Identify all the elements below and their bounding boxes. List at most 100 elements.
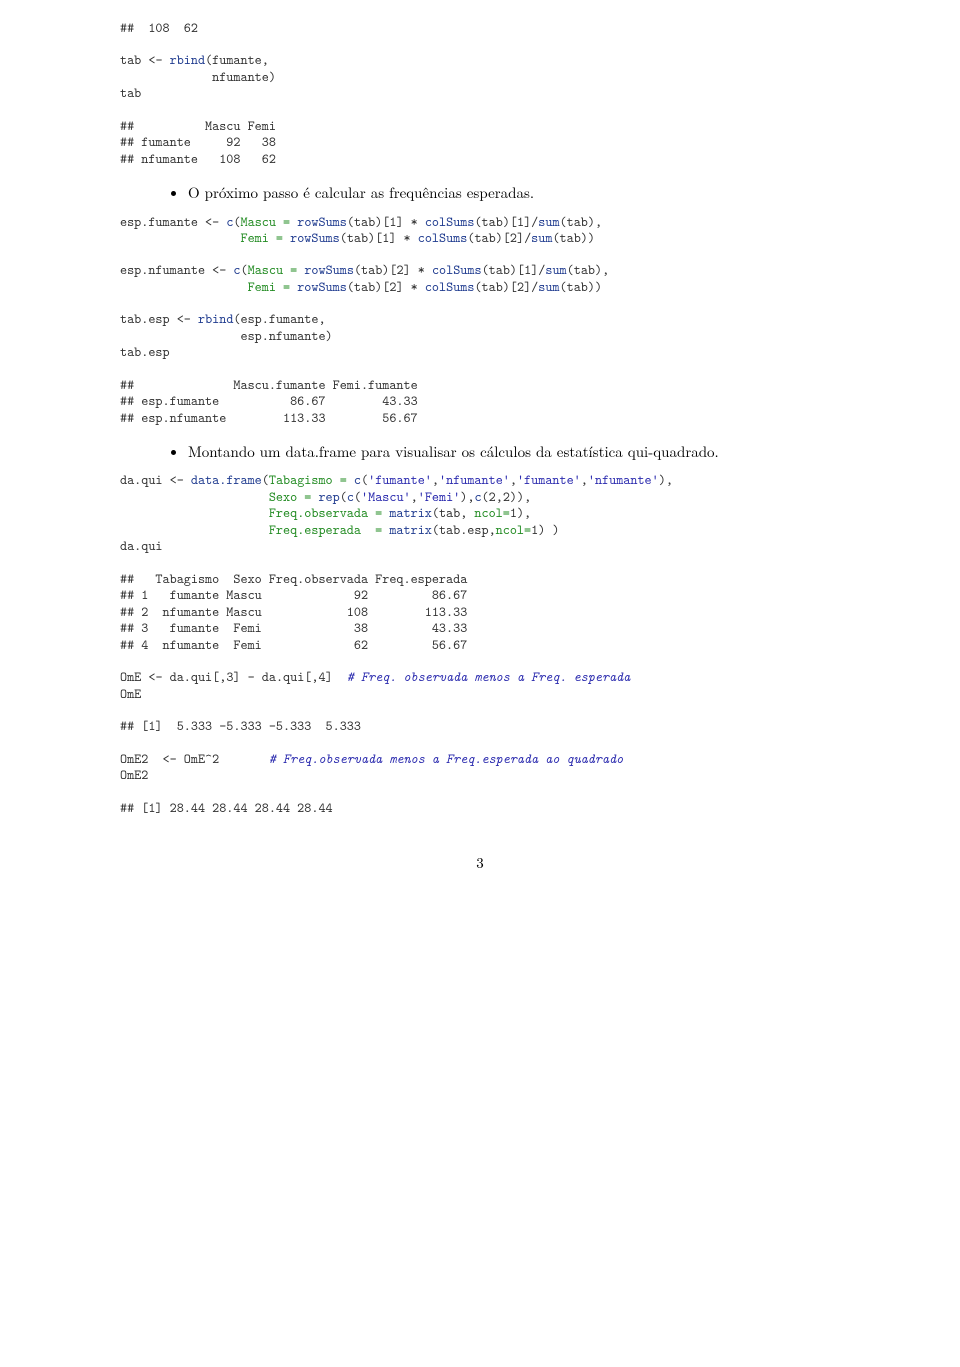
page-number: 3 <box>120 852 840 873</box>
code-token: 'Femi' <box>418 488 461 506</box>
code-token: Freq.esperada = <box>269 521 382 539</box>
code-token: Tabagismo = <box>269 471 347 489</box>
code-token: (tab)) <box>560 278 603 296</box>
code-ome: OmE <- da.qui[,3] - da.qui[,4] # Freq. o… <box>120 669 840 702</box>
code-token: 4 <box>318 668 325 686</box>
code-token: rbind <box>198 310 233 328</box>
code-token: ]/ <box>524 213 538 231</box>
code-token: ]/ <box>517 229 531 247</box>
code-token: tab <box>120 84 141 102</box>
code-token: colSums <box>418 229 468 247</box>
code-token: , <box>581 471 588 489</box>
code-token: (tab), <box>567 261 610 279</box>
code-token: (tab)[ <box>474 278 517 296</box>
code-token: (tab)[ <box>347 278 390 296</box>
code-token: (tab)[ <box>474 213 517 231</box>
code-token: , <box>411 488 418 506</box>
code-token: ] * <box>396 213 424 231</box>
code-token: c <box>233 261 240 279</box>
code-token: ]/ <box>524 278 538 296</box>
output-block-6: ## [1] 28.44 28.44 28.44 28.44 <box>120 800 840 816</box>
code-token: 2 <box>517 278 524 296</box>
code-token: matrix <box>389 521 432 539</box>
code-token: 2 <box>489 488 496 506</box>
code-token: sum <box>538 278 559 296</box>
code-token: OmE2 <box>120 766 148 784</box>
code-token: Mascu = <box>248 261 298 279</box>
code-token: <- <box>205 261 233 279</box>
code-token: , <box>432 471 439 489</box>
code-token: esp.nfumante) <box>120 327 333 345</box>
code-token: <- <box>170 310 198 328</box>
output-block-2: ## Mascu Femi ## fumante 92 38 ## nfuman… <box>120 118 840 167</box>
code-token: nfumante) <box>120 68 276 86</box>
code-token: # Freq. observada menos a Freq. esperada <box>347 668 631 686</box>
code-token: (tab)[ <box>340 229 383 247</box>
code-token: c <box>474 488 481 506</box>
code-token: rep <box>318 488 339 506</box>
code-token: rowSums <box>297 278 347 296</box>
code-token: , <box>510 471 517 489</box>
code-token: ), <box>659 471 673 489</box>
code-token: <- da.qui[, <box>141 668 226 686</box>
code-token: ncol= <box>496 521 531 539</box>
code-token: (tab, <box>432 504 475 522</box>
code-token: ), <box>517 504 531 522</box>
output-block-1: ## 108 62 <box>120 20 840 36</box>
code-token: rowSums <box>290 229 340 247</box>
code-token: colSums <box>425 278 475 296</box>
code-token: Femi = <box>241 229 284 247</box>
document-page: ## 108 62 tab <- rbind(fumante, nfumante… <box>0 0 960 1367</box>
code-token: 'fumante' <box>517 471 581 489</box>
code-token: <- <box>198 213 226 231</box>
code-token: tab.esp <box>120 343 170 361</box>
code-token: )), <box>510 488 531 506</box>
code-token: <- <box>141 51 169 69</box>
code-token: ] - da.qui[, <box>233 668 318 686</box>
code-token: c <box>347 488 354 506</box>
code-token: <- <box>163 471 191 489</box>
bullet-item: O próximo passo é calcular as frequência… <box>188 183 840 203</box>
code-token: sum <box>545 261 566 279</box>
code-esp-nfumante: esp.nfumante <- c(Mascu = rowSums(tab)[2… <box>120 262 840 295</box>
code-token: ( <box>340 488 347 506</box>
code-token: ] * <box>404 261 432 279</box>
code-token: esp.nfumante <box>120 261 205 279</box>
code-token: ] <box>326 668 347 686</box>
code-token: 'nfumante' <box>439 471 510 489</box>
code-token: ] * <box>389 229 417 247</box>
code-token: ) ) <box>538 521 559 539</box>
code-token: ( <box>354 488 361 506</box>
output-block-5: ## [1] 5.333 -5.333 -5.333 5.333 <box>120 718 840 734</box>
code-token: ( <box>241 261 248 279</box>
code-token: # Freq.observada menos a Freq.esperada a… <box>269 750 623 768</box>
code-token: 'fumante' <box>368 471 432 489</box>
code-token <box>120 278 248 296</box>
code-rbind-tab: tab <- rbind(fumante, nfumante) tab <box>120 52 840 101</box>
code-token: , <box>496 488 503 506</box>
bullet-list-1: O próximo passo é calcular as frequência… <box>148 183 840 203</box>
code-esp-fumante: esp.fumante <- c(Mascu = rowSums(tab)[1]… <box>120 214 840 247</box>
code-token: 'Mascu' <box>361 488 411 506</box>
code-token: ( <box>482 488 489 506</box>
code-token: (fumante, <box>205 51 269 69</box>
code-token: rowSums <box>304 261 354 279</box>
code-token: Freq.observada = <box>269 504 382 522</box>
output-block-4: ## Tabagismo Sexo Freq.observada Freq.es… <box>120 571 840 653</box>
code-token: Mascu = <box>241 213 291 231</box>
code-token: ( <box>262 471 269 489</box>
code-token: ] * <box>396 278 424 296</box>
code-token: colSums <box>432 261 482 279</box>
output-block-3: ## Mascu.fumante Femi.fumante ## esp.fum… <box>120 377 840 426</box>
code-token: rbind <box>170 51 205 69</box>
code-token: (tab)[ <box>347 213 390 231</box>
code-token <box>120 504 269 522</box>
code-token: tab.esp <box>120 310 170 328</box>
code-token: (tab)[ <box>467 229 510 247</box>
code-token: da.qui <box>120 471 163 489</box>
code-token: ]/ <box>531 261 545 279</box>
code-token: sum <box>531 229 552 247</box>
code-token: ), <box>460 488 474 506</box>
code-token <box>120 488 269 506</box>
bullet-list-2: Montando um data.frame para visualisar o… <box>148 442 840 462</box>
